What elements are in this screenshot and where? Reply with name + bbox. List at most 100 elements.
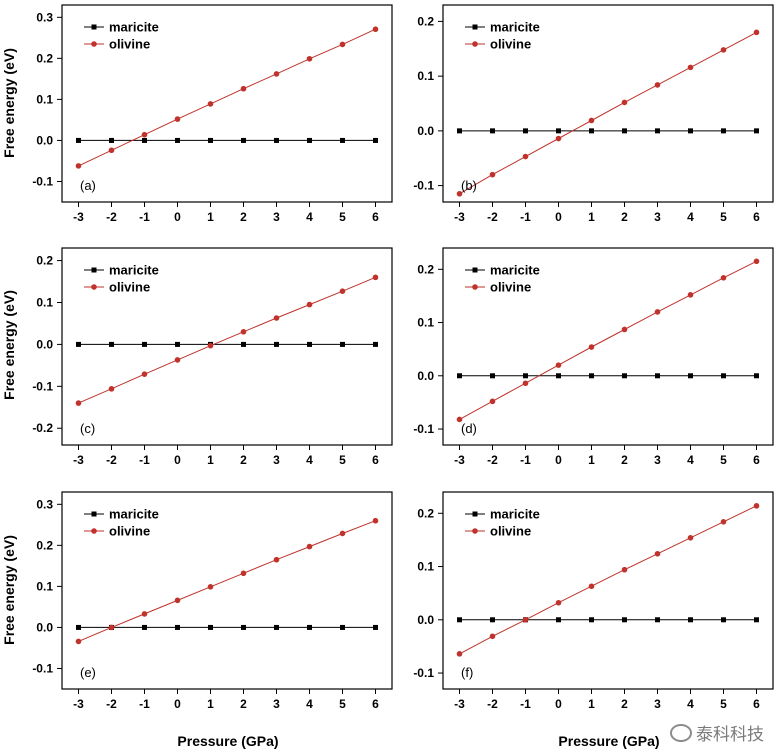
maricite-point bbox=[109, 137, 114, 143]
maricite-point bbox=[340, 137, 345, 143]
maricite-point bbox=[76, 341, 81, 347]
y-tick-label: 0.1 bbox=[417, 560, 434, 574]
y-axis-title-top: Free energy (eV) bbox=[1, 48, 17, 158]
olivine-point bbox=[141, 611, 148, 617]
maricite-point bbox=[241, 624, 246, 630]
legend-label: maricite bbox=[109, 263, 159, 278]
x-tick-label: 3 bbox=[654, 210, 661, 224]
y-tick-label: 0.1 bbox=[36, 92, 53, 106]
olivine-point bbox=[588, 344, 595, 350]
legend-maricite-marker bbox=[472, 511, 478, 517]
legend-label: olivine bbox=[109, 524, 150, 539]
x-tick-label: 3 bbox=[273, 453, 280, 467]
plot-frame bbox=[61, 491, 393, 690]
x-tick-label: 6 bbox=[372, 697, 379, 711]
maricite-point bbox=[589, 128, 594, 134]
panel-label: (e) bbox=[80, 665, 96, 680]
panel-6: -3 -2 -1 0 1 2 3 4 5 6 -0.1 0.0 0.1 0.2 maricite olivin… bbox=[413, 491, 774, 711]
olivine-point bbox=[588, 117, 595, 124]
olivine-point bbox=[687, 292, 694, 298]
y-tick-label: 0.0 bbox=[36, 620, 53, 634]
y-tick-label: 0.2 bbox=[417, 506, 434, 520]
maricite-point bbox=[274, 137, 279, 143]
x-tick-label: -1 bbox=[520, 453, 531, 467]
olivine-line bbox=[78, 520, 376, 642]
maricite-point bbox=[142, 341, 147, 347]
olivine-point bbox=[141, 371, 148, 377]
maricite-point bbox=[373, 341, 378, 347]
olivine-point bbox=[456, 190, 463, 197]
x-tick-label: 2 bbox=[621, 453, 628, 467]
legend-olivine-marker bbox=[91, 284, 97, 290]
olivine-line bbox=[459, 260, 757, 420]
y-tick-label: -0.1 bbox=[413, 179, 434, 193]
maricite-point bbox=[688, 373, 693, 379]
legend-label: olivine bbox=[490, 280, 531, 295]
olivine-line bbox=[459, 31, 757, 195]
legend-olivine-marker bbox=[472, 528, 478, 534]
olivine-point bbox=[174, 597, 181, 604]
x-tick-label: 2 bbox=[240, 210, 247, 224]
maricite-point bbox=[208, 624, 213, 630]
x-tick-label: -2 bbox=[487, 453, 498, 467]
y-tick-label: 0.2 bbox=[417, 262, 434, 276]
olivine-point bbox=[207, 342, 214, 349]
olivine-point bbox=[654, 309, 661, 315]
x-tick-label: -3 bbox=[73, 453, 84, 467]
olivine-point bbox=[621, 566, 628, 573]
maricite-point bbox=[556, 128, 561, 134]
x-tick-label: 6 bbox=[372, 453, 379, 467]
x-tick-label: 6 bbox=[753, 697, 760, 711]
panel-label: (a) bbox=[80, 178, 96, 193]
maricite-point bbox=[721, 373, 726, 379]
x-tick-label: 1 bbox=[588, 210, 595, 224]
x-tick-label: -3 bbox=[454, 453, 465, 467]
x-tick-label: -2 bbox=[106, 453, 117, 467]
maricite-point bbox=[721, 128, 726, 134]
maricite-point bbox=[655, 617, 660, 623]
panel-label: (c) bbox=[80, 421, 95, 436]
x-tick-label: 0 bbox=[174, 697, 181, 711]
panel-2: -3 -2 -1 0 1 2 3 4 5 6 -0.1 0.0 0.1 0.2 maricite olivin… bbox=[413, 4, 774, 224]
y-axis-title-middle: Free energy (eV) bbox=[1, 290, 17, 400]
olivine-point bbox=[273, 315, 280, 321]
olivine-point bbox=[687, 534, 694, 541]
y-tick-label: 0.1 bbox=[36, 579, 53, 593]
x-tick-label: 6 bbox=[753, 210, 760, 224]
olivine-point bbox=[555, 362, 562, 368]
y-tick-label: 0.0 bbox=[417, 369, 434, 383]
olivine-point bbox=[108, 624, 115, 631]
x-tick-label: 3 bbox=[273, 210, 280, 224]
legend-maricite-marker bbox=[472, 267, 478, 273]
y-tick-label: -0.1 bbox=[32, 379, 53, 393]
panel-label: (b) bbox=[461, 178, 477, 193]
olivine-point bbox=[174, 357, 181, 363]
olivine-point bbox=[753, 29, 760, 36]
maricite-point bbox=[340, 341, 345, 347]
x-tick-label: -1 bbox=[520, 697, 531, 711]
x-tick-label: 2 bbox=[240, 453, 247, 467]
x-tick-label: -1 bbox=[139, 453, 150, 467]
x-tick-label: 3 bbox=[273, 697, 280, 711]
x-tick-label: 3 bbox=[654, 453, 661, 467]
x-tick-label: -3 bbox=[454, 210, 465, 224]
olivine-point bbox=[306, 301, 313, 308]
olivine-point bbox=[306, 55, 313, 62]
maricite-point bbox=[175, 341, 180, 347]
olivine-point bbox=[687, 64, 694, 71]
olivine-point bbox=[108, 147, 115, 154]
x-tick-label: 2 bbox=[240, 697, 247, 711]
maricite-point bbox=[241, 137, 246, 143]
y-tick-label: -0.2 bbox=[32, 421, 53, 435]
x-tick-label: -1 bbox=[139, 697, 150, 711]
x-tick-label: 0 bbox=[555, 453, 562, 467]
y-tick-label: 0.3 bbox=[36, 10, 53, 24]
x-tick-label: -2 bbox=[106, 210, 117, 224]
x-tick-label: 5 bbox=[720, 697, 727, 711]
maricite-point bbox=[721, 617, 726, 623]
olivine-point bbox=[489, 633, 496, 640]
x-tick-label: 4 bbox=[687, 210, 694, 224]
y-tick-label: -0.1 bbox=[32, 661, 53, 675]
x-tick-label: 0 bbox=[174, 210, 181, 224]
olivine-point bbox=[720, 275, 727, 281]
